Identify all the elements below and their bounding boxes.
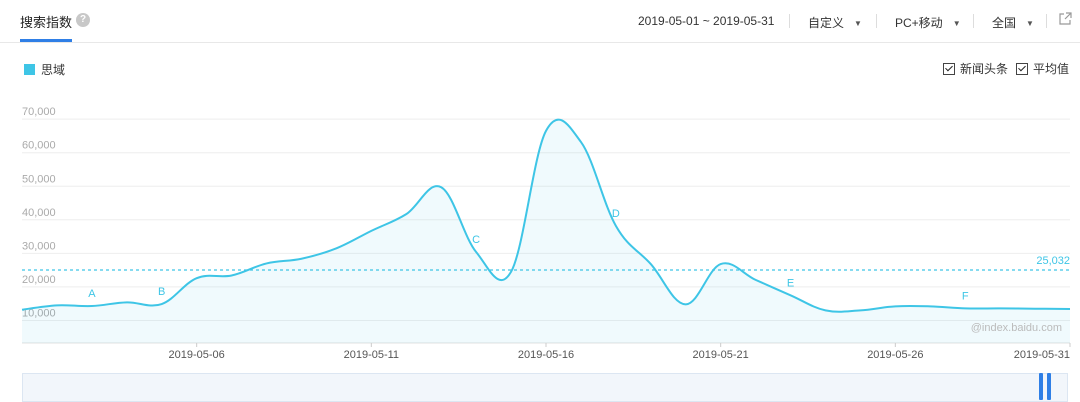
news-annotations: A B C D E F xyxy=(88,208,969,303)
news-marker-a[interactable]: A xyxy=(88,288,96,300)
news-marker-d[interactable]: D xyxy=(612,208,620,220)
y-tick-label: 70,000 xyxy=(22,106,56,118)
news-marker-c[interactable]: C xyxy=(472,234,480,246)
top-bar: 搜索指数 ? 2019-05-01 ~ 2019-05-31 自定义 ▼ PC+移… xyxy=(0,0,1080,43)
x-axis-labels: 2019-05-06 2019-05-11 2019-05-16 2019-05-21… xyxy=(169,343,1071,361)
caret-down-icon: ▼ xyxy=(952,19,961,28)
period-dropdown[interactable]: 自定义 ▼ xyxy=(808,14,862,31)
divider xyxy=(973,14,974,28)
average-label: 平均值 xyxy=(1033,62,1070,76)
y-tick-label: 30,000 xyxy=(22,240,56,252)
x-tick-label: 2019-05-31 xyxy=(1014,349,1070,361)
series-area xyxy=(22,119,1070,343)
active-tab-indicator xyxy=(20,39,72,42)
news-headline-label: 新闻头条 xyxy=(960,62,1009,76)
x-tick-label: 2019-05-06 xyxy=(169,349,225,361)
search-index-chart: 10,000 20,000 30,000 40,000 50,000 60,000 70,0… xyxy=(21,106,1071,361)
date-range-text: 2019-05-01 ~ 2019-05-31 xyxy=(638,14,775,28)
date-range-picker[interactable]: 2019-05-01 ~ 2019-05-31 xyxy=(638,14,774,28)
external-link-icon[interactable] xyxy=(1058,12,1072,26)
caret-down-icon: ▼ xyxy=(854,19,862,28)
device-dropdown[interactable]: PC+移动 ▼ xyxy=(895,14,961,31)
y-tick-label: 20,000 xyxy=(22,274,56,286)
average-value-label: 25,032 xyxy=(1036,255,1070,267)
region-dropdown[interactable]: 全国 ▼ xyxy=(992,14,1034,31)
y-tick-label: 40,000 xyxy=(22,207,56,219)
divider xyxy=(876,14,877,28)
news-headline-checkbox[interactable]: 新闻头条 xyxy=(943,60,1008,77)
divider xyxy=(789,14,790,28)
news-marker-b[interactable]: B xyxy=(158,286,165,298)
series-line xyxy=(21,118,1071,313)
legend-swatch xyxy=(24,64,35,75)
range-slider-track[interactable] xyxy=(22,373,1068,402)
y-tick-label: 60,000 xyxy=(22,140,56,152)
divider xyxy=(1046,14,1047,28)
region-dropdown-label: 全国 xyxy=(992,16,1017,30)
checkbox-checked-icon xyxy=(1016,62,1028,75)
x-tick-label: 2019-05-21 xyxy=(693,349,749,361)
legend-series-label: 思域 xyxy=(41,63,66,77)
series-legend[interactable]: 思域 xyxy=(24,61,65,78)
news-marker-e[interactable]: E xyxy=(787,277,794,289)
range-slider-handle-right[interactable] xyxy=(1047,373,1051,400)
x-tick-label: 2019-05-11 xyxy=(344,349,399,361)
period-dropdown-label: 自定义 xyxy=(808,16,845,30)
tab-search-index[interactable]: 搜索指数 xyxy=(20,15,73,30)
watermark: @index.baidu.com xyxy=(971,322,1062,334)
range-slider-handle-left[interactable] xyxy=(1039,373,1043,400)
x-tick-label: 2019-05-26 xyxy=(867,349,923,361)
device-dropdown-label: PC+移动 xyxy=(895,16,943,30)
news-marker-f[interactable]: F xyxy=(962,290,969,302)
average-checkbox[interactable]: 平均值 xyxy=(1016,60,1069,77)
help-icon[interactable]: ? xyxy=(76,13,90,27)
y-tick-label: 50,000 xyxy=(22,173,56,185)
y-tick-label: 10,000 xyxy=(22,307,56,319)
caret-down-icon: ▼ xyxy=(1026,19,1034,28)
checkbox-checked-icon xyxy=(943,62,955,75)
x-tick-label: 2019-05-16 xyxy=(518,349,574,361)
y-axis-labels: 10,000 20,000 30,000 40,000 50,000 60,000 70,0… xyxy=(22,106,56,319)
